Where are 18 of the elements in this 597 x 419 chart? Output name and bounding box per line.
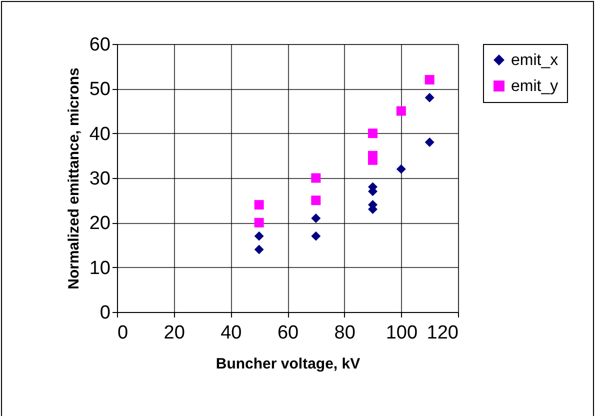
y-axis-title: Normalized emittance, microns	[65, 68, 82, 290]
y-tick-label: 0	[100, 302, 110, 324]
x-tick-label: 120	[426, 322, 458, 344]
x-tick-label: 20	[164, 322, 185, 344]
y-tick-label: 10	[89, 258, 110, 279]
y-tick-label: 50	[89, 79, 110, 100]
x-tick-label: 40	[220, 322, 242, 344]
x-tick-label: 60	[277, 322, 299, 344]
x-axis-title: Buncher voltage, kV	[216, 356, 360, 372]
y-tick-label: 30	[89, 168, 110, 190]
y-tick-label: 40	[89, 124, 110, 145]
x-tick-label: 100	[386, 322, 418, 344]
x-tick-label: 80	[334, 322, 356, 344]
y-tick-label: 60	[89, 34, 110, 56]
y-tick-label: 20	[89, 213, 110, 234]
x-tick-label: 0	[118, 322, 128, 344]
legend-label: emit_x	[511, 52, 558, 69]
legend-label: emit_y	[511, 78, 558, 95]
